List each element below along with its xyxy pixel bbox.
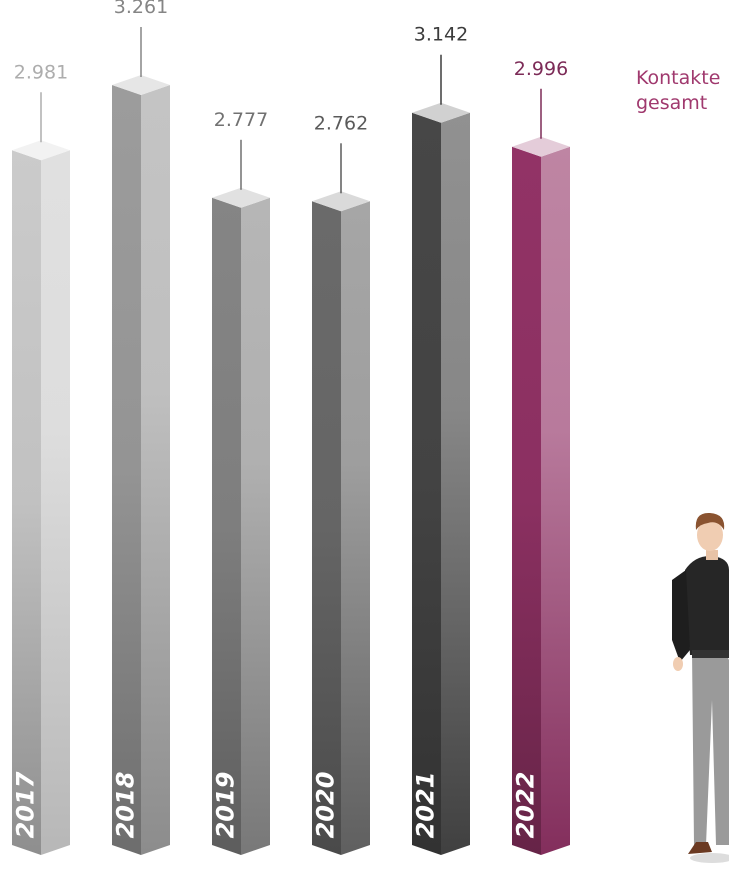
bar (12, 140, 70, 856)
bar-top-face (212, 187, 270, 208)
bar-top-face (312, 191, 370, 212)
bar-left-face (312, 201, 341, 856)
bar-top-face (112, 75, 170, 95)
bar-right-face (341, 201, 370, 856)
bar-top-face (12, 140, 70, 161)
bar-top-face (412, 102, 470, 123)
value-label: 2.777 (214, 109, 268, 131)
bar-left-face (112, 85, 141, 855)
category-label: 2022 (512, 772, 540, 839)
category-label: 2018 (112, 772, 140, 839)
bar (212, 187, 270, 856)
bar-left-face (212, 197, 241, 856)
bar-right-face (141, 85, 170, 855)
bar (312, 191, 370, 856)
bar-left-face (12, 150, 41, 856)
value-label: 2.981 (14, 61, 68, 83)
bar (512, 136, 570, 855)
value-label: 3.142 (414, 24, 468, 46)
category-label: 2017 (12, 771, 40, 838)
bar (412, 102, 470, 855)
bar (112, 75, 170, 855)
bar-right-face (541, 146, 570, 855)
bar-left-face (512, 146, 541, 855)
value-label: 2.762 (314, 112, 368, 134)
person-illustration (672, 512, 729, 863)
category-label: 2020 (312, 772, 340, 839)
bar-right-face (441, 112, 470, 855)
value-label: 3.261 (114, 0, 168, 18)
bar-right-face (41, 150, 70, 856)
category-label: 2019 (212, 772, 240, 839)
bar-top-face (512, 136, 570, 157)
bar-right-face (241, 197, 270, 856)
bar-left-face (412, 112, 441, 855)
annotation: Kontakte gesamt (636, 67, 721, 114)
category-label: 2021 (412, 772, 440, 839)
value-label: 2.996 (514, 58, 568, 80)
